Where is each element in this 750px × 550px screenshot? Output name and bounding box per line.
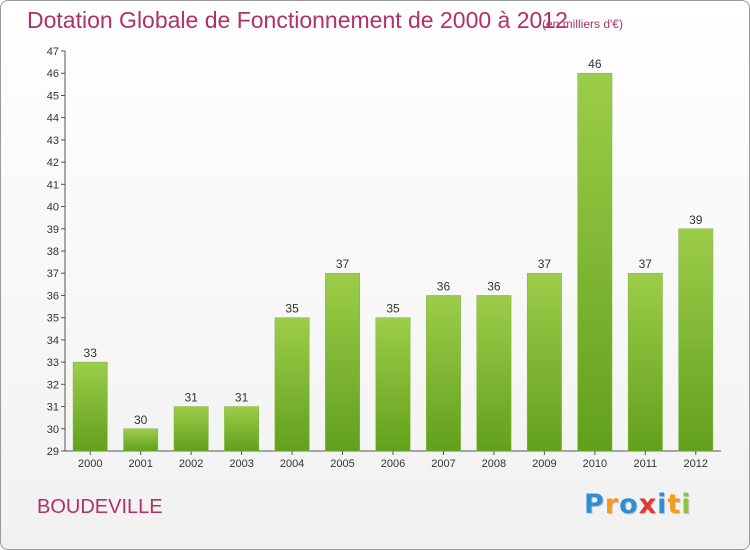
bar-2009 [526,272,562,452]
y-tick-label: 47 [47,46,59,58]
y-tick-label: 36 [47,290,59,302]
x-tick-label: 2005 [330,458,354,470]
y-tick-label: 43 [47,135,59,147]
bar-2008 [476,295,512,452]
logo-letter: i [681,489,692,520]
bar-2007 [426,295,461,452]
data-label-2011: 37 [639,257,653,271]
x-tick-label: 2006 [381,458,405,470]
bar-2004 [274,317,310,452]
x-tick-label: 2010 [583,458,607,470]
data-label-2010: 46 [588,57,602,71]
x-tick-label: 2012 [684,458,708,470]
data-label-2007: 36 [437,279,451,293]
logo-letter: o [619,489,639,520]
bar-2000 [72,361,108,452]
y-tick-label: 40 [47,202,59,214]
y-tick-label: 46 [47,68,59,80]
data-label-2008: 36 [487,279,501,293]
logo-letter: P [584,489,605,520]
logo-letter: i [657,489,668,520]
y-tick-label: 37 [47,268,59,280]
bar-2001 [123,428,159,452]
data-label-2012: 39 [689,213,703,227]
bar-2002 [173,406,209,452]
y-tick-label: 42 [47,157,59,169]
bar-2011 [627,272,663,452]
y-tick-label: 31 [47,402,59,414]
proxiti-logo: Proxiti [584,489,692,520]
y-tick-label: 35 [47,313,59,325]
y-tick-label: 29 [47,446,59,458]
logo-letter: t [667,489,682,520]
bar-2010 [577,72,613,452]
data-labels-group: 33 30 31 31 35 37 35 36 36 37 46 37 39 [84,57,703,427]
logo-letter: x [638,489,658,520]
x-tick-label: 2009 [532,458,556,470]
commune-name: BOUDEVILLE [37,496,163,518]
x-tick-label: 2001 [128,458,152,470]
y-tick-label: 38 [47,246,59,258]
bar-2006 [375,317,411,452]
data-label-2001: 30 [134,413,148,427]
y-tick-label: 45 [47,90,59,102]
y-tick-label: 32 [47,379,59,391]
data-label-2002: 31 [184,391,198,405]
y-tick-label: 33 [47,357,59,369]
logo-letter: r [604,489,620,520]
axes: 29 30 31 32 33 34 35 36 37 38 39 40 41 42 43 44 45 46 47 20… [47,46,721,470]
y-tick-label: 30 [47,424,59,436]
x-tick-label: 2004 [280,458,304,470]
y-tick-label: 41 [47,179,59,191]
y-tick-label: 39 [47,224,59,236]
data-label-2004: 35 [285,302,299,316]
data-label-2006: 35 [386,302,400,316]
y-tick-label: 44 [47,113,59,125]
x-tick-label: 2011 [633,458,657,470]
data-label-2009: 37 [538,257,552,271]
data-label-2000: 33 [84,346,98,360]
x-tick-label: 2003 [229,458,253,470]
chart-subtitle: (en milliers d'€) [542,17,623,31]
bar-2005 [325,272,360,452]
x-tick-label: 2002 [179,458,203,470]
bar-2012 [678,228,714,452]
chart-title: Dotation Globale de Fonctionnement de 20… [27,7,568,33]
data-label-2005: 37 [336,257,350,271]
data-label-2003: 31 [235,391,249,405]
bars-group [72,72,714,452]
bar-2003 [224,406,260,452]
x-tick-label: 2000 [78,458,102,470]
x-tick-label: 2008 [482,458,506,470]
x-tick-label: 2007 [431,458,455,470]
y-tick-label: 34 [47,335,59,347]
